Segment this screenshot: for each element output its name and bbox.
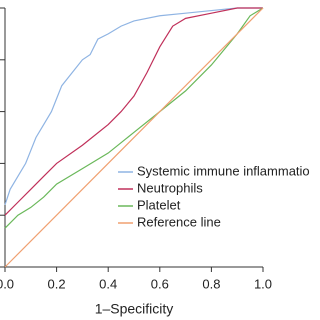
roc-line	[4, 7, 264, 229]
x-tick-label: 0.4	[99, 276, 117, 291]
legend-label: Reference line	[137, 214, 221, 229]
roc-line	[4, 7, 264, 268]
legend-label: Neutrophils	[137, 180, 203, 195]
x-axis-label: 1–Specificity	[95, 301, 174, 317]
roc-line	[4, 7, 263, 206]
x-tick-label: 0.0	[0, 276, 14, 291]
x-tick-label: 0.2	[48, 276, 66, 291]
roc-line	[4, 7, 263, 216]
x-tick-label: 1.0	[254, 276, 272, 291]
legend-label: Platelet	[137, 197, 181, 212]
x-tick-label: 0.6	[151, 276, 169, 291]
x-tick-label: 0.8	[202, 276, 220, 291]
legend-label: Systemic immune inflammatio	[137, 163, 310, 178]
